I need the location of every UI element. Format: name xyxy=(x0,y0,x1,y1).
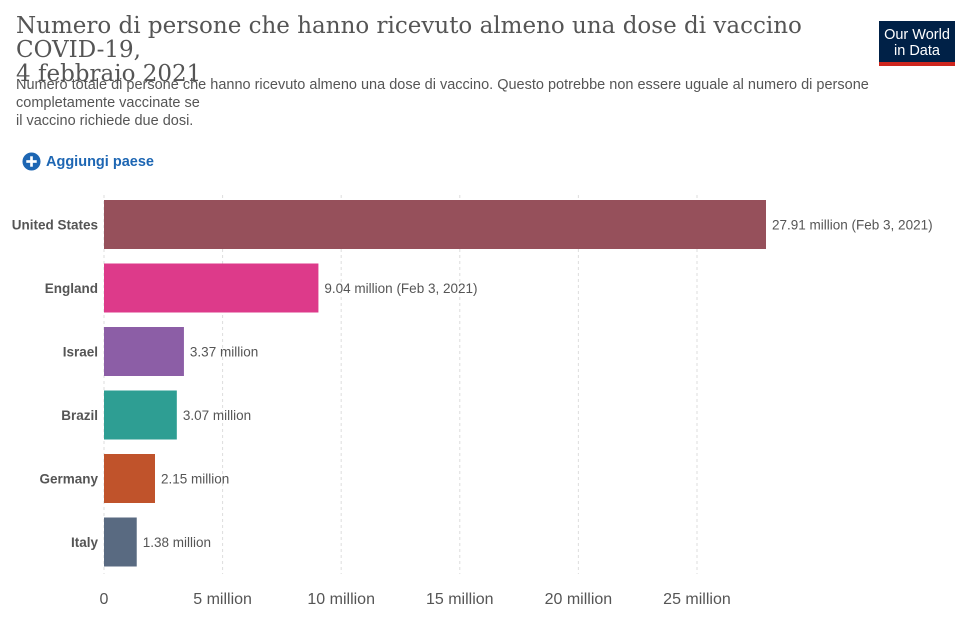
x-tick-label-4: 20 million xyxy=(545,591,613,608)
bar-3[interactable] xyxy=(104,390,177,440)
bar-1[interactable] xyxy=(104,263,319,313)
bar-0[interactable] xyxy=(104,200,766,249)
category-label-0: United States xyxy=(12,218,98,233)
bar-2[interactable] xyxy=(104,327,184,376)
add-country-button[interactable]: Aggiungi paese xyxy=(22,152,154,171)
add-country-label: Aggiungi paese xyxy=(46,153,154,170)
x-tick-label-0: 0 xyxy=(100,591,109,608)
chart-title: Numero di persone che hanno ricevuto alm… xyxy=(16,14,866,86)
owid-logo[interactable]: Our World in Data xyxy=(879,21,955,66)
x-tick-label-3: 15 million xyxy=(426,591,494,608)
chart-subtitle: Numero totale di persone che hanno ricev… xyxy=(16,76,916,130)
subtitle-line1: Numero totale di persone che hanno ricev… xyxy=(16,77,869,93)
logo-line2: in Data xyxy=(894,43,940,59)
value-label-5: 1.38 million xyxy=(143,535,211,550)
logo-line1: Our World xyxy=(884,27,950,43)
chart-title-line2: 4 febbraio 2021 xyxy=(16,61,202,87)
category-label-2: Israel xyxy=(63,345,98,360)
bar-5[interactable] xyxy=(104,517,137,567)
value-label-1: 9.04 million (Feb 3, 2021) xyxy=(324,281,477,296)
x-tick-label-1: 5 million xyxy=(193,591,252,608)
subtitle-line3: il vaccino richiede due dosi. xyxy=(16,113,194,129)
chart-title-line1: Numero di persone che hanno ricevuto alm… xyxy=(16,13,802,63)
value-label-0: 27.91 million (Feb 3, 2021) xyxy=(772,218,933,233)
category-label-1: England xyxy=(45,281,98,296)
category-label-5: Italy xyxy=(71,535,99,550)
plus-circle-icon xyxy=(22,152,41,171)
x-tick-label-5: 25 million xyxy=(663,591,731,608)
category-label-4: Germany xyxy=(39,472,98,487)
value-label-3: 3.07 million xyxy=(183,408,251,423)
subtitle-line2: completamente vaccinate se xyxy=(16,95,200,111)
logo-underline xyxy=(879,62,955,66)
bar-4[interactable] xyxy=(104,454,155,503)
value-label-4: 2.15 million xyxy=(161,472,229,487)
value-label-2: 3.37 million xyxy=(190,345,258,360)
category-label-3: Brazil xyxy=(61,408,98,423)
x-tick-label-2: 10 million xyxy=(307,591,375,608)
